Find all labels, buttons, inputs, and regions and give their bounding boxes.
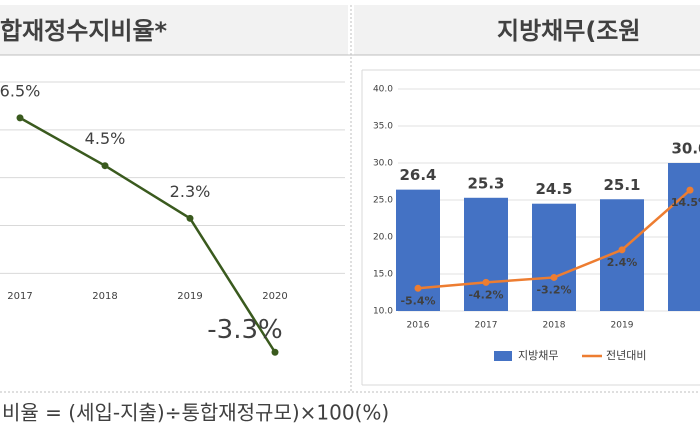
point (101, 162, 109, 170)
bar (532, 203, 576, 311)
line (19, 116, 277, 353)
x-tick-label: 2019 (611, 321, 634, 331)
y-tick-label: 35.0 (373, 122, 393, 132)
y-tick-label: 10.0 (373, 307, 393, 317)
data-label: 4.5% (85, 129, 126, 148)
bar (668, 163, 700, 311)
point (482, 278, 490, 286)
x-tick-label: 2018 (92, 291, 117, 302)
legend-label: 지방채무 (518, 349, 558, 362)
point (618, 246, 626, 254)
point (271, 348, 279, 356)
data-label: 24.5 (535, 180, 572, 198)
bar (396, 189, 440, 311)
x-tick-label: 2017 (475, 321, 498, 331)
y-tick-label: 30.0 (373, 159, 393, 169)
x-tick-label: 2017 (7, 291, 32, 302)
y-tick-label: 15.0 (373, 270, 393, 280)
data-label: 30.0 (671, 140, 700, 158)
left-title: 합재정수지비율* (0, 17, 168, 45)
data-label: -4.2% (468, 288, 503, 301)
data-label: 25.1 (603, 176, 640, 194)
right-header (354, 5, 700, 55)
data-label: 6.5% (0, 81, 40, 100)
data-label: 2.3% (170, 182, 211, 201)
x-tick-label: 2016 (407, 321, 430, 331)
data-label: 25.3 (467, 174, 504, 192)
data-label: 14.5% (671, 196, 700, 209)
point (686, 186, 694, 194)
legend-swatch (494, 351, 512, 361)
y-tick-label: 20.0 (373, 233, 393, 243)
data-label: -5.4% (400, 294, 435, 307)
left-header (0, 5, 348, 55)
data-label: 2.4% (607, 256, 638, 269)
point (16, 114, 24, 122)
point (550, 273, 558, 281)
x-tick-label: 2018 (543, 321, 566, 331)
point (186, 214, 194, 222)
bar (464, 197, 508, 311)
data-label: -3.3% (207, 315, 282, 345)
data-label: 26.4 (399, 166, 436, 184)
point (414, 284, 422, 292)
y-tick-label: 25.0 (373, 196, 393, 206)
right-title: 지방채무(조원 (497, 17, 640, 45)
footnote: 비율 = (세입-지출)÷통합재정규모)×100(%) (2, 401, 389, 425)
plots: 2017 2018 2019 2020 6.5% 4.5% 2.3% -3.3% 10.0 15.… (0, 81, 700, 362)
x-tick-label: 2020 (262, 291, 287, 302)
y-tick-label: 40.0 (373, 85, 393, 95)
x-tick-label: 2019 (177, 291, 202, 302)
legend-label: 전년대비 (606, 349, 646, 362)
data-label: -3.2% (536, 283, 571, 296)
